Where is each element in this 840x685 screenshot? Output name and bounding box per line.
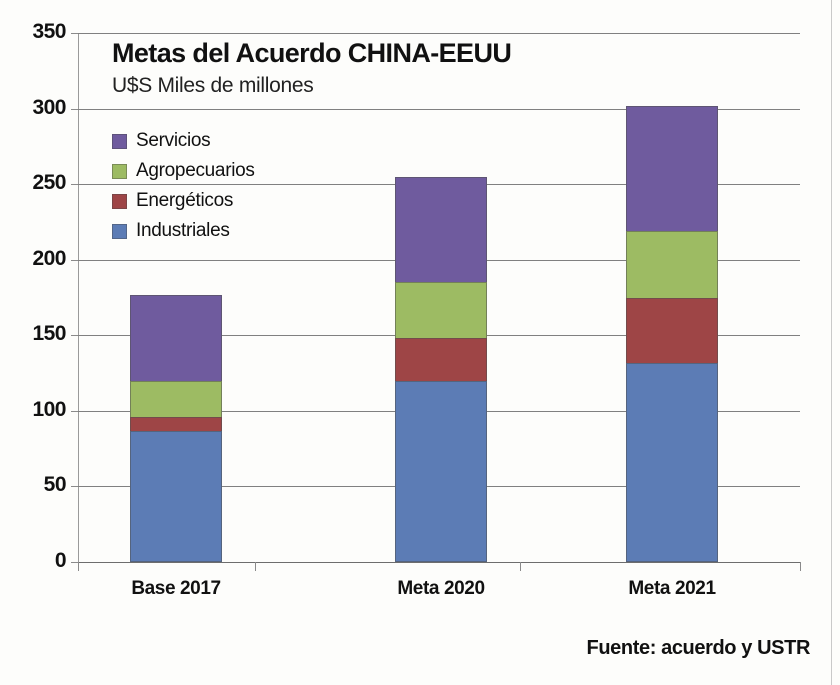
bar-segment-energeticos[interactable] [395,338,487,381]
y-axis-tick-mark [71,184,78,185]
bar-segment-energeticos[interactable] [130,416,222,431]
x-axis-tick-mark [78,562,79,571]
legend-item-agropecuarios[interactable]: Agropecuarios [112,156,255,186]
y-axis-tick-label: 250 [32,171,66,194]
legend-label-energeticos: Energéticos [136,190,234,211]
y-axis-tick-mark [71,562,78,563]
gridline [78,109,800,110]
y-axis-tick-label: 300 [32,96,66,119]
x-axis-label-meta-2021: Meta 2021 [628,578,716,599]
legend-swatch-icon-servicios [112,133,127,149]
gridline [78,33,800,34]
legend-item-industriales[interactable]: Industriales [112,216,255,246]
x-axis-tick-mark [800,562,801,571]
x-axis-label-base-2017: Base 2017 [131,578,221,599]
y-axis-tick-mark [71,411,78,412]
bar-segment-servicios[interactable] [395,176,487,283]
x-axis-label-meta-2020: Meta 2020 [397,578,485,599]
title-block: Metas del Acuerdo CHINA-EEUU U$S Miles d… [112,38,512,98]
bar-segment-agropecuarios[interactable] [130,380,222,417]
bar-segment-servicios[interactable] [626,105,718,231]
y-axis-tick-label: 100 [32,398,66,421]
plot-area [78,33,800,562]
source-note: Fuente: acuerdo y USTR [586,637,811,659]
x-axis-tick-mark [255,562,256,571]
bar-segment-industriales[interactable] [626,362,718,562]
y-axis-tick-label: 350 [32,20,66,43]
bar-segment-industriales[interactable] [395,380,487,562]
chart-legend: Servicios Agropecuarios Energéticos Indu… [112,126,255,246]
legend-label-agropecuarios: Agropecuarios [136,160,255,181]
y-axis-tick-mark [71,33,78,34]
y-axis-tick-mark [71,109,78,110]
legend-swatch-icon-agropecuarios [112,163,127,179]
legend-swatch-icon-industriales [112,223,127,239]
y-axis-tick-label: 200 [32,247,66,270]
y-axis-tick-mark [71,335,78,336]
legend-swatch-icon-energeticos [112,193,127,209]
y-axis-tick-label: 0 [54,549,67,572]
x-axis-tick-mark [520,562,521,571]
bar-segment-industriales[interactable] [130,430,222,562]
y-axis-line [78,33,79,563]
bar-segment-energeticos[interactable] [626,297,718,363]
right-frame-edge [831,0,832,685]
legend-label-industriales: Industriales [136,220,230,241]
y-axis-tick-mark [71,486,78,487]
y-axis-tick-label: 150 [32,322,66,345]
legend-item-servicios[interactable]: Servicios [112,126,255,156]
y-axis-tick-mark [71,260,78,261]
bar-segment-servicios[interactable] [130,294,222,381]
legend-label-servicios: Servicios [136,130,211,151]
gridline [78,562,800,563]
bar-segment-agropecuarios[interactable] [626,231,718,298]
chart-title: Metas del Acuerdo CHINA-EEUU [112,38,512,68]
chart-subtitle: U$S Miles de millones [112,74,314,98]
bar-segment-agropecuarios[interactable] [395,282,487,339]
y-axis-tick-label: 50 [43,473,67,496]
legend-item-energeticos[interactable]: Energéticos [112,186,255,216]
